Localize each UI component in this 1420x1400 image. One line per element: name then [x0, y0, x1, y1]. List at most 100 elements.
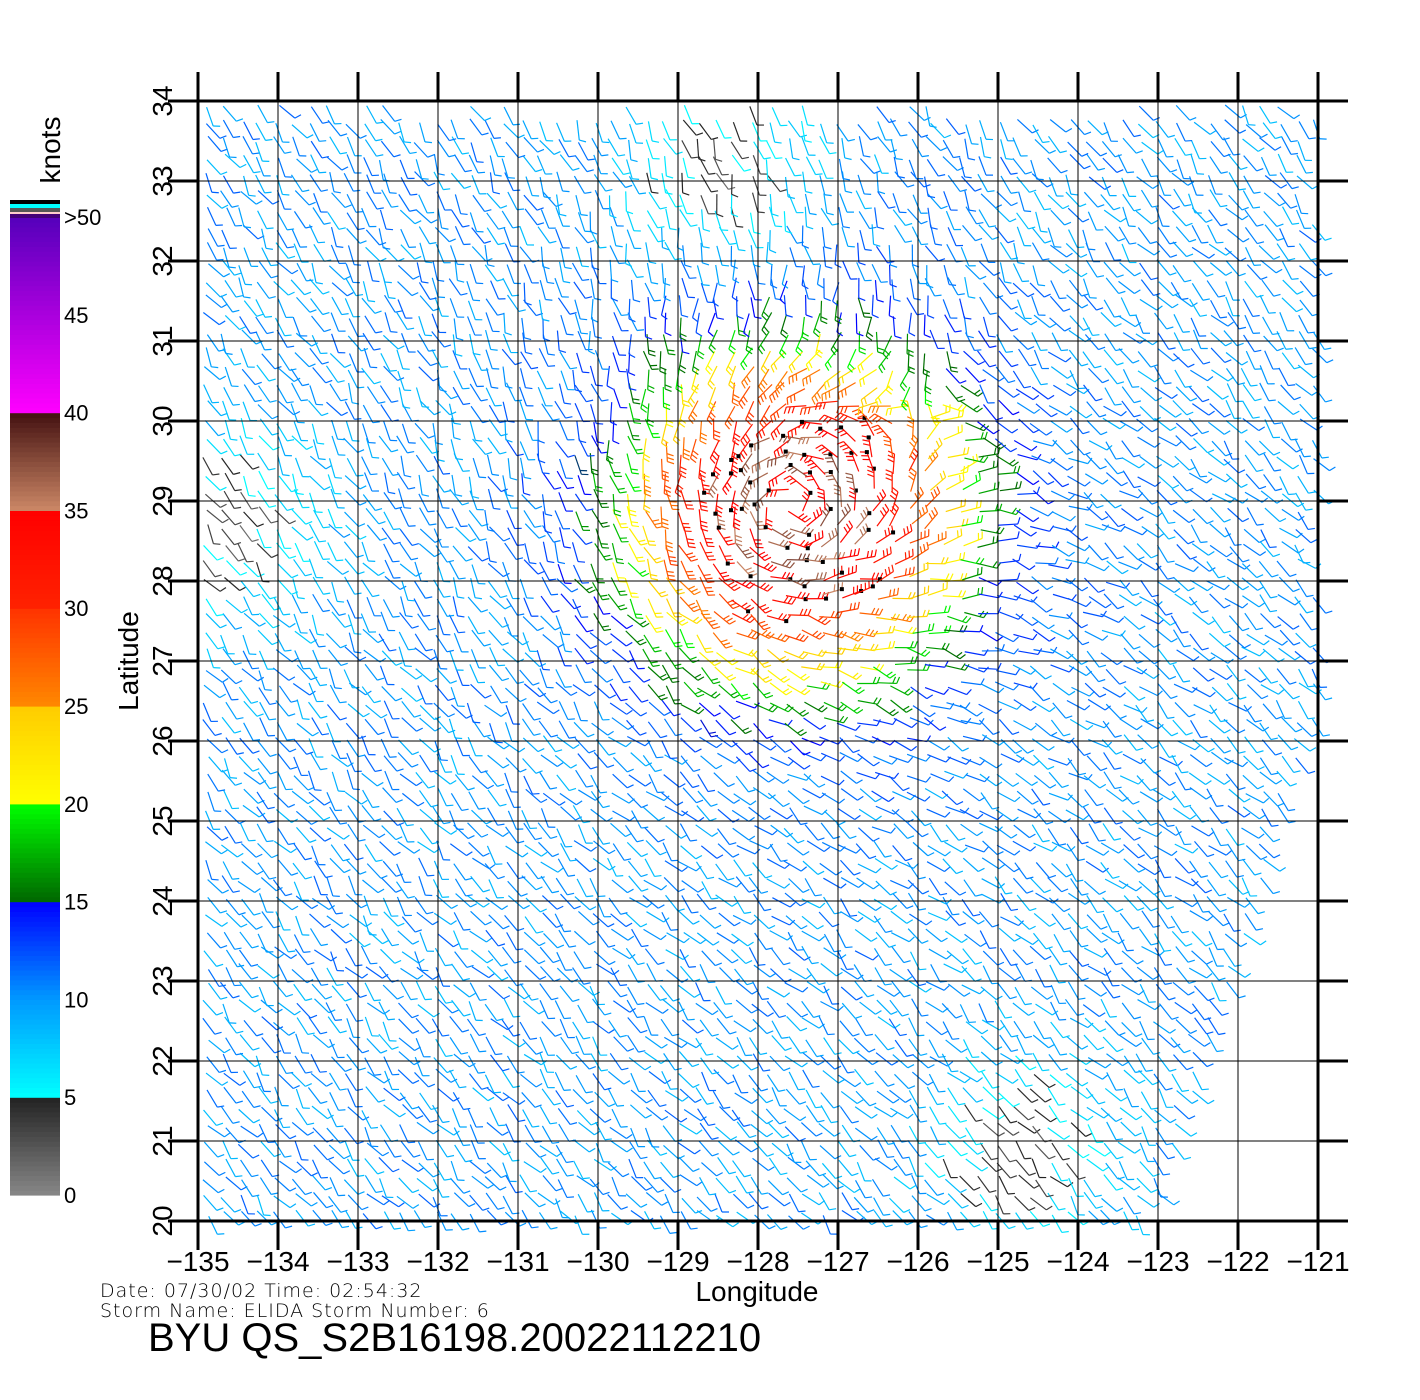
wind-barb [734, 541, 748, 559]
wind-barb-feather [529, 1190, 538, 1193]
wind-barb [645, 1192, 663, 1206]
wind-barb [241, 861, 258, 875]
wind-barb [873, 719, 893, 726]
wind-barb [801, 1000, 814, 1018]
wind-barb-feather [588, 940, 596, 946]
wind-barb [453, 912, 464, 931]
wind-barb [255, 562, 264, 582]
wind-barb-feather [787, 597, 793, 604]
wind-barb [979, 810, 998, 821]
wind-barb [1295, 632, 1311, 648]
wind-barb-feather [519, 768, 527, 773]
wind-barb [1049, 964, 1060, 984]
wind-barb-feather [1087, 1115, 1094, 1121]
wind-barb-feather [885, 1224, 893, 1228]
wind-barb-feather [692, 1083, 700, 1088]
wind-barb-feather [744, 604, 751, 610]
wind-barb [856, 772, 876, 780]
wind-barb-feather [888, 796, 895, 803]
wind-barb [295, 1209, 309, 1227]
wind-barb [942, 595, 963, 598]
wind-barb [661, 792, 678, 806]
wind-barb-feather [593, 991, 600, 996]
wind-barb [1088, 823, 1100, 842]
wind-barb-feather [816, 1054, 824, 1058]
wind-barb-feather [486, 937, 493, 943]
wind-barb [521, 875, 537, 891]
wind-barb-feather [1024, 1035, 1033, 1039]
wind-barb-feather [1048, 1043, 1056, 1049]
wind-barb [345, 948, 356, 967]
wind-barb-feather [729, 620, 736, 625]
wind-barb [907, 968, 920, 986]
wind-barb [612, 757, 628, 773]
wind-barb-feather [656, 756, 664, 759]
wind-barb-feather [927, 852, 935, 857]
wind-barb [225, 1037, 237, 1056]
wind-barb-feather [458, 631, 466, 634]
wind-barb [1209, 544, 1227, 558]
wind-barb [1277, 616, 1294, 630]
wind-barb [643, 1161, 656, 1180]
wind-barb [699, 964, 709, 983]
wind-barb [1153, 1073, 1167, 1091]
wind-barb [1100, 1107, 1117, 1122]
wind-barb-feather [500, 1174, 508, 1179]
wind-barb [736, 561, 752, 577]
wind-barb-feather [308, 1223, 316, 1227]
wind-barb [642, 754, 656, 772]
wind-barb [839, 752, 858, 763]
wind-barb-feather [855, 1015, 863, 1019]
wind-barb [768, 719, 789, 727]
wind-barb [396, 1195, 414, 1209]
wind-barb-feather [1030, 705, 1037, 711]
wind-barb-feather [1164, 949, 1172, 952]
wind-barb [225, 1127, 240, 1144]
wind-barb-feather [1042, 839, 1050, 843]
wind-barb [801, 1193, 820, 1206]
wind-barb-feather [840, 883, 847, 889]
wind-barb [607, 1162, 624, 1178]
wind-barb-feather [1254, 719, 1262, 723]
wind-barb-feather [324, 923, 331, 928]
wind-barb [1119, 718, 1137, 731]
wind-barb-feather [965, 617, 972, 624]
wind-barb-feather [838, 703, 844, 710]
wind-barb [730, 719, 746, 734]
wind-barb [295, 1033, 303, 1054]
wind-barb-feather [1219, 893, 1227, 897]
wind-barb [488, 581, 501, 598]
wind-barb [452, 577, 458, 598]
wind-barb [677, 910, 694, 925]
wind-barb [237, 543, 248, 563]
wind-barb [560, 1036, 573, 1054]
wind-barb-feather [905, 708, 913, 713]
wind-barb-feather [564, 930, 572, 933]
wind-barb [504, 914, 518, 932]
wind-barb [859, 788, 876, 803]
wind-barb [854, 647, 875, 652]
wind-barb-feather [222, 889, 229, 894]
wind-barb-feather [1081, 893, 1089, 896]
wind-barb [875, 531, 894, 544]
wind-barb [276, 722, 288, 741]
wind-barb [942, 1021, 953, 1040]
wind-barb-feather [646, 902, 653, 908]
wind-barb-feather [235, 1052, 244, 1056]
wind-barb-feather [413, 1154, 421, 1158]
wind-barb [203, 545, 218, 561]
wind-barb-feather [761, 661, 769, 666]
wind-barb [242, 1070, 255, 1089]
wind-barb-feather [374, 1073, 382, 1076]
wind-barb-feather [781, 1036, 789, 1039]
wind-barb [607, 981, 622, 998]
wind-barb-feather [1224, 729, 1231, 734]
wind-barb-feather [1065, 715, 1073, 719]
wind-barb-feather [692, 920, 700, 925]
wind-barb [382, 787, 397, 803]
wind-barb-feather [1158, 619, 1165, 625]
wind-barb [1173, 629, 1185, 648]
wind-barb-feather [952, 1037, 960, 1040]
wind-barb [1031, 824, 1044, 843]
wind-barb [1226, 576, 1244, 591]
